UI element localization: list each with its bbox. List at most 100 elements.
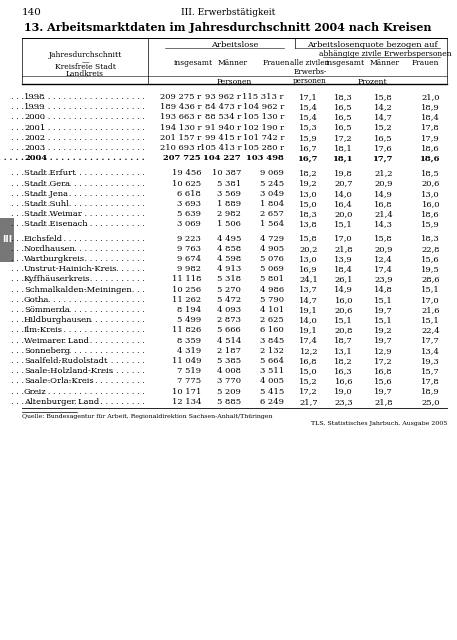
Text: 5 639: 5 639: [177, 210, 201, 218]
Text: 2 132: 2 132: [260, 347, 284, 355]
Text: . . . . . . . . . . . . . . . . . . . . . . . . . .: . . . . . . . . . . . . . . . . . . . . …: [11, 210, 145, 218]
Text: 19,7: 19,7: [374, 388, 393, 396]
Text: 9 763: 9 763: [177, 244, 201, 253]
Text: 21,0: 21,0: [421, 93, 440, 101]
Text: . . . . . . . . . . . . . . . . . . . . . . . . . .: . . . . . . . . . . . . . . . . . . . . …: [11, 388, 145, 396]
Text: 99 415 r: 99 415 r: [205, 134, 241, 142]
Text: Quelle: Bundesagentur für Arbeit, Regionaldirektion Sachsen-Anhalt/Thüringen: Quelle: Bundesagentur für Arbeit, Region…: [22, 414, 272, 419]
Text: 21,4: 21,4: [374, 210, 393, 218]
Text: 2 873: 2 873: [217, 316, 241, 324]
Text: Weimarer Land: Weimarer Land: [24, 337, 89, 344]
Text: 3 770: 3 770: [217, 378, 241, 385]
Text: 11 049: 11 049: [171, 357, 201, 365]
Text: 15,1: 15,1: [374, 296, 393, 304]
Text: 103 498: 103 498: [246, 154, 284, 162]
Text: 10 387: 10 387: [212, 170, 241, 177]
Text: 84 473 r: 84 473 r: [205, 103, 241, 111]
Text: 15,6: 15,6: [374, 378, 393, 385]
Text: 9 223: 9 223: [177, 235, 201, 243]
Text: 7 519: 7 519: [177, 367, 201, 375]
Text: Stadt Jena: Stadt Jena: [24, 190, 68, 198]
Text: insgesamt: insgesamt: [325, 59, 365, 67]
Text: 15,2: 15,2: [374, 124, 393, 132]
Text: 4 101: 4 101: [260, 306, 284, 314]
Text: 24,1: 24,1: [299, 275, 318, 284]
Text: 16,8: 16,8: [374, 200, 393, 208]
Text: . . . . . . . . . . . . . . . . . . . . . . . . . .: . . . . . . . . . . . . . . . . . . . . …: [11, 275, 145, 284]
Text: 16,6: 16,6: [335, 378, 353, 385]
Text: 209 275 r: 209 275 r: [160, 93, 201, 101]
Text: 16,5: 16,5: [335, 113, 353, 122]
Text: 104 227: 104 227: [203, 154, 241, 162]
Text: 5 385: 5 385: [217, 357, 241, 365]
Text: 20,7: 20,7: [335, 180, 353, 188]
Text: 12,4: 12,4: [374, 255, 393, 263]
Text: Männer: Männer: [370, 59, 400, 67]
Text: 4 729: 4 729: [260, 235, 284, 243]
Text: . . . . . . . . . . . . . . . . . . . . . . . . . .: . . . . . . . . . . . . . . . . . . . . …: [11, 124, 145, 132]
Text: 2 982: 2 982: [217, 210, 241, 218]
Text: . . . . . . . . . . . . . . . . . . . . . . . . . .: . . . . . . . . . . . . . . . . . . . . …: [11, 326, 145, 334]
Text: 14,3: 14,3: [374, 220, 393, 228]
Text: 5 801: 5 801: [260, 275, 284, 284]
Text: 19 456: 19 456: [171, 170, 201, 177]
Text: Frauen: Frauen: [411, 59, 439, 67]
Text: 22,4: 22,4: [421, 326, 440, 334]
Text: 15,1: 15,1: [334, 220, 353, 228]
Text: 21,8: 21,8: [374, 398, 393, 406]
Text: Landkreis: Landkreis: [66, 70, 104, 78]
Text: 19,3: 19,3: [421, 357, 440, 365]
Text: 4 913: 4 913: [217, 265, 241, 273]
Text: Saale-Orla-Kreis: Saale-Orla-Kreis: [24, 378, 94, 385]
Text: Frauen: Frauen: [262, 59, 290, 67]
Text: 6 249: 6 249: [260, 398, 284, 406]
Text: 16,5: 16,5: [374, 134, 393, 142]
Text: 3 569: 3 569: [217, 190, 241, 198]
Text: . . . . . . . . . . . . . . . . . . . . . . . . . .: . . . . . . . . . . . . . . . . . . . . …: [11, 265, 145, 273]
Text: 20,0: 20,0: [335, 210, 353, 218]
Text: Stadt Gera: Stadt Gera: [24, 180, 70, 188]
Text: 15,2: 15,2: [299, 378, 318, 385]
Text: Stadt Erfurt: Stadt Erfurt: [24, 170, 75, 177]
Text: 5 318: 5 318: [217, 275, 241, 284]
Text: . . . . . . . . . . . . . . . . . . . . . . . . . .: . . . . . . . . . . . . . . . . . . . . …: [11, 337, 145, 344]
Text: 16,3: 16,3: [335, 367, 353, 375]
Text: . . . . . . . . . . . . . . . . . . . . . . . . . .: . . . . . . . . . . . . . . . . . . . . …: [11, 235, 145, 243]
Text: 15,8: 15,8: [374, 235, 393, 243]
Text: 12,9: 12,9: [374, 347, 393, 355]
Text: 10 256: 10 256: [172, 285, 201, 294]
Text: 9 069: 9 069: [260, 170, 284, 177]
Text: 16,8: 16,8: [299, 357, 318, 365]
Text: . . . . . . . . . . . . . . . . . . . . . . . . . .: . . . . . . . . . . . . . . . . . . . . …: [11, 357, 145, 365]
Text: 101 742 r: 101 742 r: [243, 134, 284, 142]
Text: 5 885: 5 885: [217, 398, 241, 406]
Text: 88 534 r: 88 534 r: [205, 113, 241, 122]
Text: 15,6: 15,6: [421, 255, 440, 263]
Text: 15,1: 15,1: [421, 285, 440, 294]
Text: 16,7: 16,7: [298, 154, 318, 162]
Text: 4 858: 4 858: [217, 244, 241, 253]
Text: 140: 140: [22, 8, 42, 17]
Text: 20,9: 20,9: [374, 180, 393, 188]
Text: . . . . . . . . . . . . . . . . . . . . . . . . . .: . . . . . . . . . . . . . . . . . . . . …: [11, 244, 145, 253]
Text: 19,8: 19,8: [334, 170, 353, 177]
Text: 5 666: 5 666: [217, 326, 241, 334]
Text: . . . . . . . . . . . . . . . . . . . . . . . . . .: . . . . . . . . . . . . . . . . . . . . …: [11, 296, 145, 304]
Text: Arbeitslose: Arbeitslose: [211, 41, 258, 49]
Text: 16,4: 16,4: [334, 200, 353, 208]
Text: 4 495: 4 495: [217, 235, 241, 243]
Text: 15,1: 15,1: [374, 316, 393, 324]
Text: 2004: 2004: [24, 154, 47, 162]
Text: 4 514: 4 514: [217, 337, 241, 344]
Text: 18,9: 18,9: [421, 103, 440, 111]
Text: 4 986: 4 986: [260, 285, 284, 294]
Text: 3 049: 3 049: [260, 190, 284, 198]
Text: 9 674: 9 674: [177, 255, 201, 263]
Text: 16,5: 16,5: [335, 124, 353, 132]
Text: . . . . . . . . . . . . . . . . . . . . . . . . . .: . . . . . . . . . . . . . . . . . . . . …: [11, 347, 145, 355]
Text: 15,9: 15,9: [299, 134, 318, 142]
Text: 18,4: 18,4: [334, 265, 353, 273]
Text: 20,6: 20,6: [422, 180, 440, 188]
Text: 18,4: 18,4: [421, 113, 440, 122]
Text: 193 663 r: 193 663 r: [160, 113, 201, 122]
